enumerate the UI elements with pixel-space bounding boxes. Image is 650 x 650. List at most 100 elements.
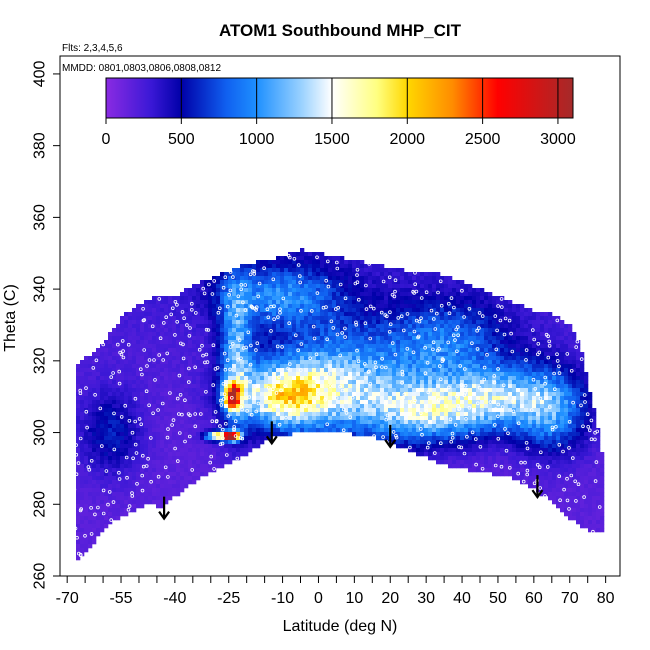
heatmap-cell <box>232 340 237 345</box>
heatmap-cell <box>236 420 241 425</box>
heatmap-cell <box>500 388 505 393</box>
heatmap-cell <box>396 284 401 289</box>
heatmap-cell <box>316 344 321 349</box>
heatmap-cell <box>580 408 585 413</box>
heatmap-cell <box>316 300 321 305</box>
heatmap-cell <box>532 440 537 445</box>
heatmap-cell <box>376 380 381 385</box>
heatmap-cell <box>468 352 473 357</box>
heatmap-cell <box>364 416 369 421</box>
heatmap-cell <box>144 436 149 441</box>
heatmap-cell <box>408 344 413 349</box>
heatmap-cell <box>396 288 401 293</box>
heatmap-cell <box>248 280 253 285</box>
heatmap-cell <box>372 316 377 321</box>
heatmap-cell <box>192 312 197 317</box>
heatmap-cell <box>472 288 477 293</box>
heatmap-cell <box>324 356 329 361</box>
heatmap-cell <box>480 440 485 445</box>
heatmap-cell <box>160 304 165 309</box>
heatmap-cell <box>108 340 113 345</box>
heatmap-cell <box>308 384 313 389</box>
heatmap-cell <box>492 320 497 325</box>
heatmap-cell <box>368 408 373 413</box>
heatmap-cell <box>208 412 213 417</box>
heatmap-cell <box>316 412 321 417</box>
heatmap-cell <box>348 420 353 425</box>
heatmap-cell <box>308 352 313 357</box>
heatmap-cell <box>252 384 257 389</box>
heatmap-cell <box>332 420 337 425</box>
heatmap-cell <box>100 436 105 441</box>
heatmap-cell <box>472 360 477 365</box>
heatmap-cell <box>128 332 133 337</box>
heatmap-cell <box>328 324 333 329</box>
heatmap-cell <box>248 428 253 433</box>
heatmap-cell <box>356 312 361 317</box>
heatmap-cell <box>464 396 469 401</box>
heatmap-cell <box>388 404 393 409</box>
heatmap-cell <box>272 272 277 277</box>
heatmap-cell <box>76 372 81 377</box>
heatmap-cell <box>416 292 421 297</box>
heatmap-cell <box>84 364 89 369</box>
heatmap-cell <box>368 344 373 349</box>
heatmap-cell <box>508 388 513 393</box>
heatmap-cell <box>284 280 289 285</box>
heatmap-cell <box>320 256 325 261</box>
heatmap-cell <box>260 332 265 337</box>
heatmap-cell <box>472 428 477 433</box>
heatmap-cell <box>500 352 505 357</box>
heatmap-cell <box>424 292 429 297</box>
heatmap-cell <box>444 440 449 445</box>
heatmap-cell <box>488 376 493 381</box>
heatmap-cell <box>332 360 337 365</box>
heatmap-cell <box>100 408 105 413</box>
heatmap-cell <box>356 324 361 329</box>
heatmap-cell <box>328 264 333 269</box>
heatmap-cell <box>216 276 221 281</box>
heatmap-cell <box>316 260 321 265</box>
heatmap-cell <box>300 404 305 409</box>
heatmap-cell <box>160 424 165 429</box>
heatmap-cell <box>404 336 409 341</box>
heatmap-cell <box>204 404 209 409</box>
heatmap-cell <box>380 296 385 301</box>
heatmap-cell <box>364 408 369 413</box>
heatmap-cell <box>344 272 349 277</box>
heatmap-cell <box>256 288 261 293</box>
heatmap-cell <box>516 436 521 441</box>
heatmap-cell <box>460 308 465 313</box>
heatmap-cell <box>320 388 325 393</box>
heatmap-cell <box>316 388 321 393</box>
heatmap-cell <box>384 320 389 325</box>
heatmap-cell <box>104 364 109 369</box>
heatmap-cell <box>176 320 181 325</box>
heatmap-cell <box>356 420 361 425</box>
heatmap-cell <box>236 324 241 329</box>
heatmap-cell <box>268 264 273 269</box>
heatmap-cell <box>520 392 525 397</box>
heatmap-cell <box>340 256 345 261</box>
heatmap-cell <box>164 296 169 301</box>
heatmap-cell <box>404 356 409 361</box>
heatmap-cell <box>324 364 329 369</box>
heatmap-cell <box>384 344 389 349</box>
heatmap-cell <box>320 352 325 357</box>
heatmap-cell <box>228 364 233 369</box>
heatmap-cell <box>116 412 121 417</box>
heatmap-cell <box>352 324 357 329</box>
heatmap-cell <box>388 384 393 389</box>
heatmap-cell <box>120 316 125 321</box>
heatmap-cell <box>252 364 257 369</box>
heatmap-cell <box>388 412 393 417</box>
heatmap-cell <box>512 348 517 353</box>
heatmap-cell <box>236 304 241 309</box>
heatmap-cell <box>528 392 533 397</box>
heatmap-cell <box>128 396 133 401</box>
heatmap-cell <box>156 340 161 345</box>
heatmap-cell <box>220 344 225 349</box>
heatmap-cell <box>240 300 245 305</box>
heatmap-cell <box>288 384 293 389</box>
heatmap-cell <box>520 368 525 373</box>
